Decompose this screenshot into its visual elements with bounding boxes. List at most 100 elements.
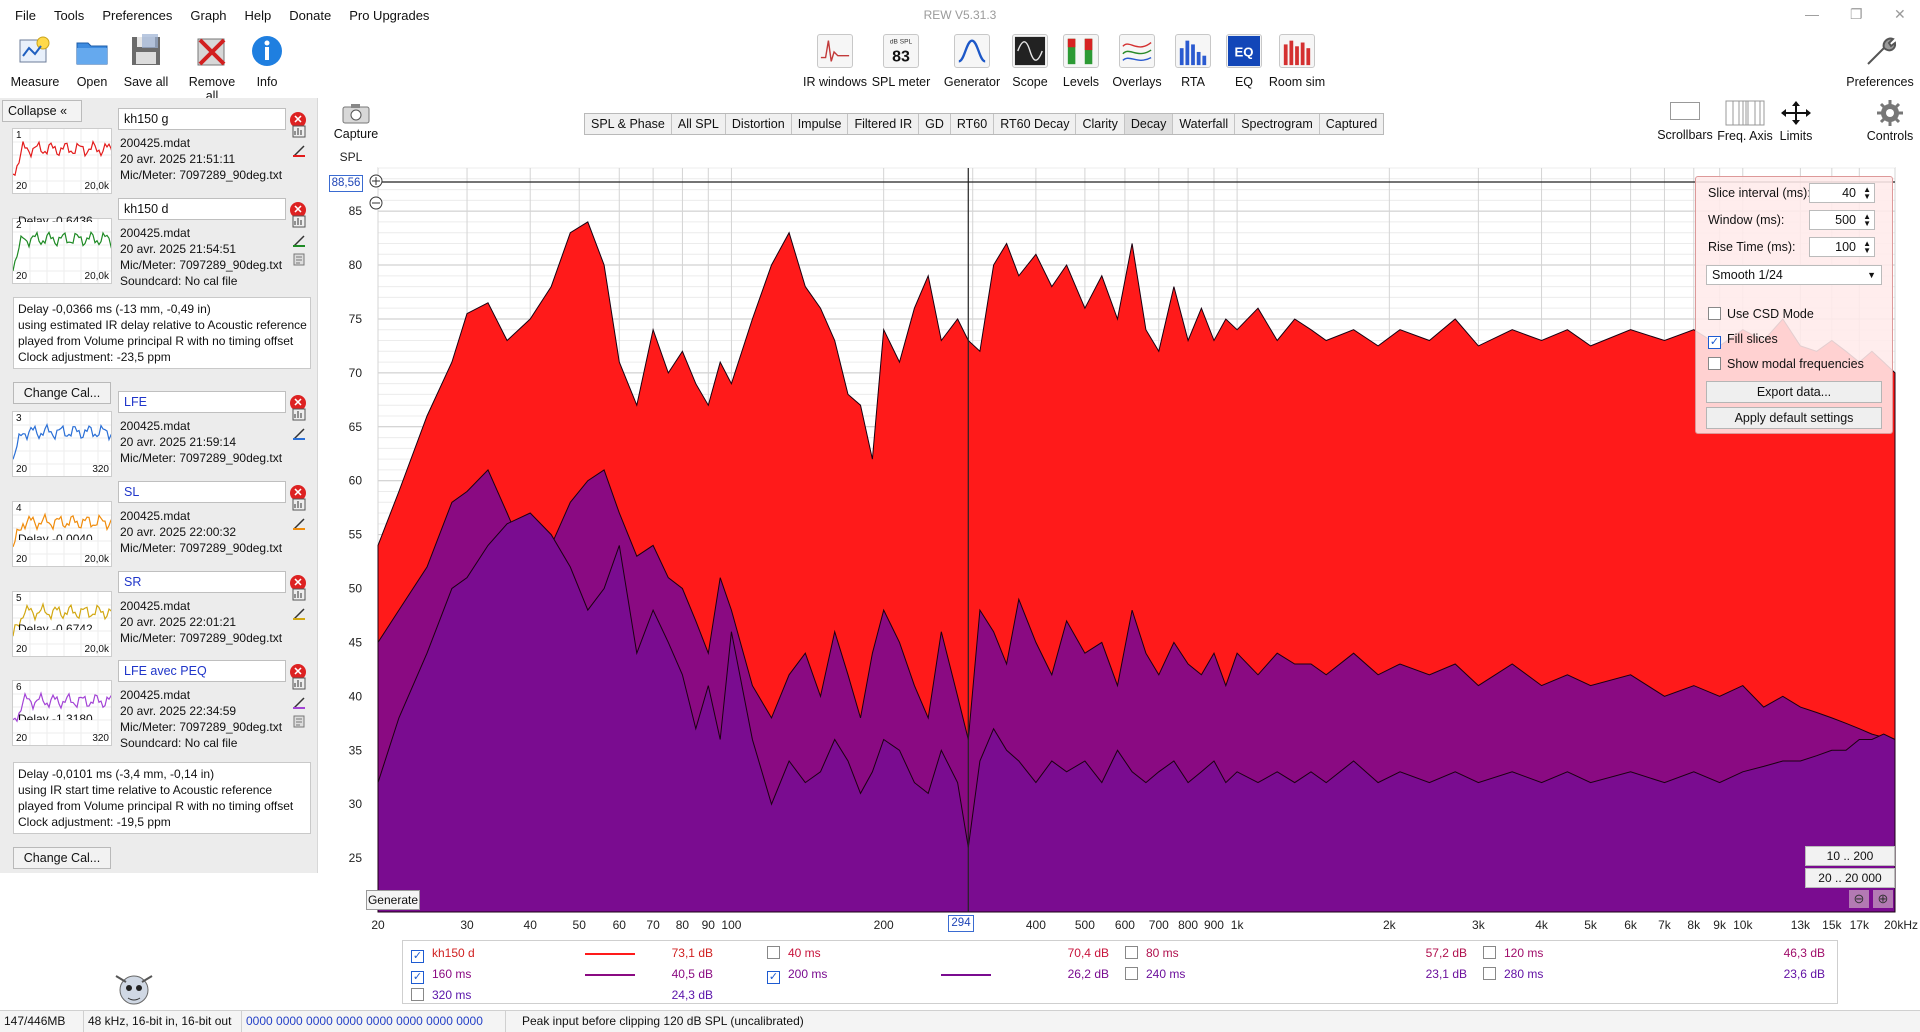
measurement-notes[interactable]: Delay -0,0366 ms (-13 mm, -0,49 in) using… <box>13 297 311 369</box>
measurement-thumbnail[interactable]: 6 20 320 <box>12 680 112 746</box>
tab-spl-phase[interactable]: SPL & Phase <box>585 114 672 134</box>
measurement-thumbnail[interactable]: 2 20 20,0k <box>12 218 112 284</box>
delete-measurement-icon[interactable]: ✕ <box>290 112 306 128</box>
delete-measurement-icon[interactable]: ✕ <box>290 202 306 218</box>
y-zoom-in-icon[interactable] <box>369 174 383 188</box>
delete-measurement-icon[interactable]: ✕ <box>290 485 306 501</box>
checkbox-unchecked-icon[interactable] <box>1125 946 1138 959</box>
measurement-name-field[interactable]: LFE avec PEQ <box>118 660 286 682</box>
measurement-data-icon[interactable] <box>292 125 306 138</box>
legend-item[interactable]: ✓ 160 ms <box>411 965 471 984</box>
y-zoom-out-icon[interactable] <box>369 196 383 210</box>
levels-button[interactable]: Levels <box>1058 34 1104 89</box>
spinner-arrows-icon[interactable]: ▲ ▼ <box>1863 239 1871 255</box>
trace-color-icon[interactable] <box>292 144 306 157</box>
checkbox-unchecked-icon[interactable] <box>1483 946 1496 959</box>
smoothing-select[interactable]: Smooth 1/24 ▼ <box>1706 265 1882 285</box>
measurement-entry[interactable]: SL ✕ 4 20 20,0k 200425.mdat 20 avr. 2025 22:00… <box>6 481 314 569</box>
measurement-name-field[interactable]: SL <box>118 481 286 503</box>
tab-all-spl[interactable]: All SPL <box>672 114 726 134</box>
trace-color-icon[interactable] <box>292 517 306 530</box>
limits-button[interactable]: Limits <box>1776 100 1816 143</box>
checkbox-checked-icon[interactable]: ✓ <box>411 971 424 984</box>
zoom-in-icon[interactable]: ⊕ <box>1873 890 1893 908</box>
legend-item[interactable]: 280 ms <box>1483 965 1543 983</box>
use-csd-checkbox[interactable]: Use CSD Mode <box>1708 305 1814 323</box>
measurement-notes[interactable]: Delay -0,0101 ms (-3,4 mm, -0,14 in) usin… <box>13 762 311 834</box>
menu-graph[interactable]: Graph <box>190 7 227 23</box>
notes-icon[interactable] <box>292 715 306 728</box>
measurement-entry[interactable]: LFE avec PEQ ✕ 6 20 320 200425.mdat 20 avr. 20… <box>6 660 314 750</box>
legend-item[interactable]: 320 ms <box>411 986 471 1004</box>
spl-meter-button[interactable]: dB SPL 83 SPL meter <box>869 34 933 89</box>
tab-rt60[interactable]: RT60 <box>951 114 995 134</box>
legend-item[interactable]: ✓ 200 ms <box>767 965 827 984</box>
measurement-thumbnail[interactable]: 5 20 20,0k <box>12 591 112 657</box>
measurement-name-field[interactable]: SR <box>118 571 286 593</box>
window-stepper[interactable]: 500 ▲ ▼ <box>1809 210 1875 230</box>
notes-icon[interactable] <box>292 253 306 266</box>
trace-color-icon[interactable] <box>292 696 306 709</box>
eq-button[interactable]: EQ EQ <box>1222 34 1266 89</box>
change-cal-button-2[interactable]: Change Cal... <box>13 382 111 404</box>
measurement-entry[interactable]: SR ✕ 5 20 20,0k 200425.mdat 20 avr. 2025 22:01… <box>6 571 314 659</box>
menu-help[interactable]: Help <box>244 7 272 23</box>
tab-rt60-decay[interactable]: RT60 Decay <box>994 114 1077 134</box>
scope-button[interactable]: Scope <box>1008 34 1052 89</box>
range-10-200-button[interactable]: 10 .. 200 <box>1805 846 1895 866</box>
restore-icon[interactable]: ❐ <box>1850 6 1863 22</box>
tab-captured[interactable]: Captured <box>1325 117 1378 131</box>
measurement-thumbnail[interactable]: 1 20 20,0k <box>12 128 112 194</box>
generator-button[interactable]: Generator <box>939 34 1005 89</box>
trace-color-icon[interactable] <box>292 427 306 440</box>
checkbox-checked-icon[interactable]: ✓ <box>411 950 424 963</box>
decay-slice-200-ms[interactable] <box>377 512 1896 913</box>
show-modal-checkbox[interactable]: Show modal frequencies <box>1708 355 1864 373</box>
measurement-data-icon[interactable] <box>292 215 306 228</box>
measurement-data-icon[interactable] <box>292 677 306 690</box>
decay-slice-kh150-d[interactable] <box>377 221 1896 913</box>
legend-item[interactable]: 120 ms <box>1483 944 1543 962</box>
tab-decay[interactable]: Decay <box>1124 114 1174 134</box>
measurement-data-icon[interactable] <box>292 498 306 511</box>
tab-distortion[interactable]: Distortion <box>726 114 792 134</box>
spinner-arrows-icon[interactable]: ▲ ▼ <box>1863 185 1871 201</box>
minimize-icon[interactable]: — <box>1805 6 1819 22</box>
checkbox-unchecked-icon[interactable] <box>1483 967 1496 980</box>
measurement-entry[interactable]: LFE ✕ 3 20 320 200425.mdat 20 avr. 2025 21:59:… <box>6 391 314 479</box>
freq-axis-button[interactable]: Freq. Axis <box>1717 100 1773 143</box>
room-sim-button[interactable]: Room sim <box>1266 34 1328 89</box>
delete-measurement-icon[interactable]: ✕ <box>290 395 306 411</box>
legend-item[interactable]: 80 ms <box>1125 944 1179 962</box>
rta-button[interactable]: RTA <box>1170 34 1216 89</box>
tab-spectrogram[interactable]: Spectrogram <box>1235 114 1320 134</box>
measurement-name-field[interactable]: kh150 g <box>118 108 286 130</box>
delete-measurement-icon[interactable]: ✕ <box>290 575 306 591</box>
legend-item[interactable]: 240 ms <box>1125 965 1185 983</box>
scrollbars-button[interactable]: Scrollbars <box>1656 100 1714 142</box>
measurement-data-icon[interactable] <box>292 408 306 421</box>
export-data-button[interactable]: Export data... <box>1706 381 1882 403</box>
save-all-button[interactable]: Save all <box>115 34 177 89</box>
menu-preferences[interactable]: Preferences <box>102 7 173 23</box>
preferences-button[interactable]: Preferences <box>1844 34 1916 89</box>
delete-measurement-icon[interactable]: ✕ <box>290 664 306 680</box>
trace-color-icon[interactable] <box>292 607 306 620</box>
ir-windows-button[interactable]: IR windows <box>803 34 867 89</box>
menu-pro-upgrades[interactable]: Pro Upgrades <box>349 7 430 23</box>
rise-time-stepper[interactable]: 100 ▲ ▼ <box>1809 237 1875 257</box>
checkbox-unchecked-icon[interactable] <box>1125 967 1138 980</box>
tab-clarity[interactable]: Clarity <box>1076 114 1125 134</box>
remove-all-button[interactable]: Remove all <box>181 34 243 103</box>
spinner-arrows-icon[interactable]: ▲ ▼ <box>1863 212 1871 228</box>
tab-filtered-ir[interactable]: Filtered IR <box>848 114 920 134</box>
open-button[interactable]: Open <box>61 34 123 89</box>
checkbox-unchecked-icon[interactable] <box>411 988 424 1001</box>
overlays-button[interactable]: Overlays <box>1109 34 1165 89</box>
tab-impulse[interactable]: Impulse <box>792 114 849 134</box>
legend-item[interactable]: 40 ms <box>767 944 821 962</box>
generate-button[interactable]: Generate <box>366 890 420 910</box>
info-button[interactable]: Info <box>236 34 298 89</box>
measurement-name-field[interactable]: kh150 d <box>118 198 286 220</box>
checkbox-checked-icon[interactable]: ✓ <box>767 971 780 984</box>
